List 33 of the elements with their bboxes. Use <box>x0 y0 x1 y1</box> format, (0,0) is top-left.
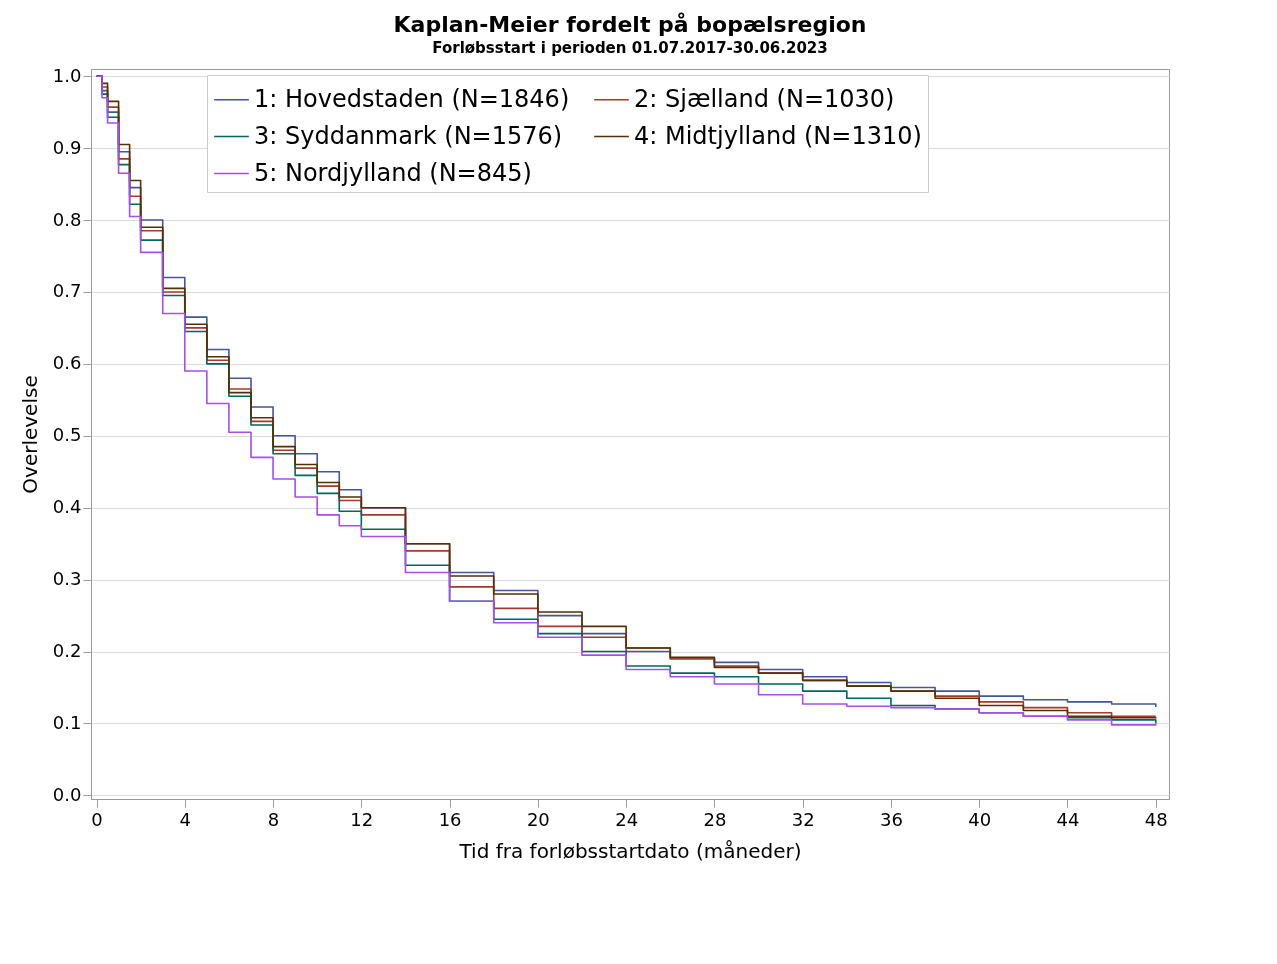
y-tick-label: 0.1 <box>52 711 82 733</box>
legend-label: 4: Midtjylland (N=1310) <box>634 121 922 150</box>
chart-subtitle: Forløbsstart i perioden 01.07.2017-30.06.2023 <box>432 39 828 58</box>
legend-label: 1: Hovedstaden (N=1846) <box>254 84 570 113</box>
legend-label: 3: Syddanmark (N=1576) <box>254 121 563 150</box>
x-tick-label: 36 <box>880 808 903 830</box>
y-tick-label: 0.0 <box>52 783 82 805</box>
x-tick-label: 32 <box>791 808 815 830</box>
x-tick-label: 40 <box>968 808 992 830</box>
chart-title: Kaplan-Meier fordelt på bopælsregion <box>393 12 867 38</box>
y-tick-label: 0.7 <box>52 280 82 302</box>
x-tick-label: 16 <box>438 808 462 830</box>
y-axis-title: Overlevelse <box>17 375 42 494</box>
y-tick-label: 0.6 <box>52 352 82 374</box>
x-tick-label: 8 <box>267 808 280 830</box>
x-axis-title: Tid fra forløbsstartdato (måneder) <box>458 838 802 863</box>
y-tick-label: 0.3 <box>52 568 82 590</box>
y-tick-label: 0.9 <box>52 136 82 158</box>
x-tick-label: 12 <box>350 808 374 830</box>
x-tick-label: 44 <box>1056 808 1080 830</box>
y-tick-label: 0.4 <box>52 496 82 518</box>
x-tick-label: 24 <box>615 808 639 830</box>
x-tick-label: 0 <box>91 808 103 830</box>
x-tick-label: 28 <box>703 808 727 830</box>
y-tick-label: 1.0 <box>52 64 82 86</box>
x-tick-label: 48 <box>1144 808 1168 830</box>
y-tick-label: 0.5 <box>52 424 82 446</box>
legend-label: 5: Nordjylland (N=845) <box>254 158 532 187</box>
x-tick-label: 4 <box>179 808 192 830</box>
x-tick-label: 20 <box>526 808 550 830</box>
legend-label: 2: Sjælland (N=1030) <box>634 84 895 113</box>
y-tick-label: 0.8 <box>52 208 82 230</box>
y-tick-label: 0.2 <box>52 640 82 662</box>
